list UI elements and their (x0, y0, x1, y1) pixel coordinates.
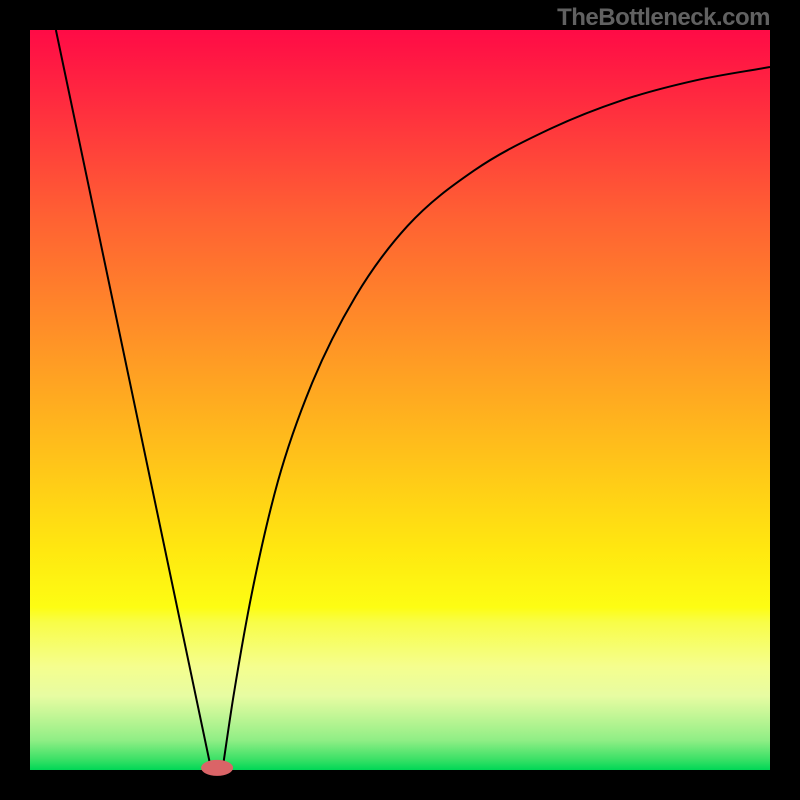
curve-right-branch (222, 67, 770, 770)
curve-layer (30, 30, 770, 770)
watermark-text: TheBottleneck.com (557, 4, 770, 32)
figure-container: TheBottleneck.com (0, 0, 800, 800)
plot-area (30, 30, 770, 770)
curve-left-branch (56, 30, 211, 770)
minimum-marker (201, 760, 233, 776)
